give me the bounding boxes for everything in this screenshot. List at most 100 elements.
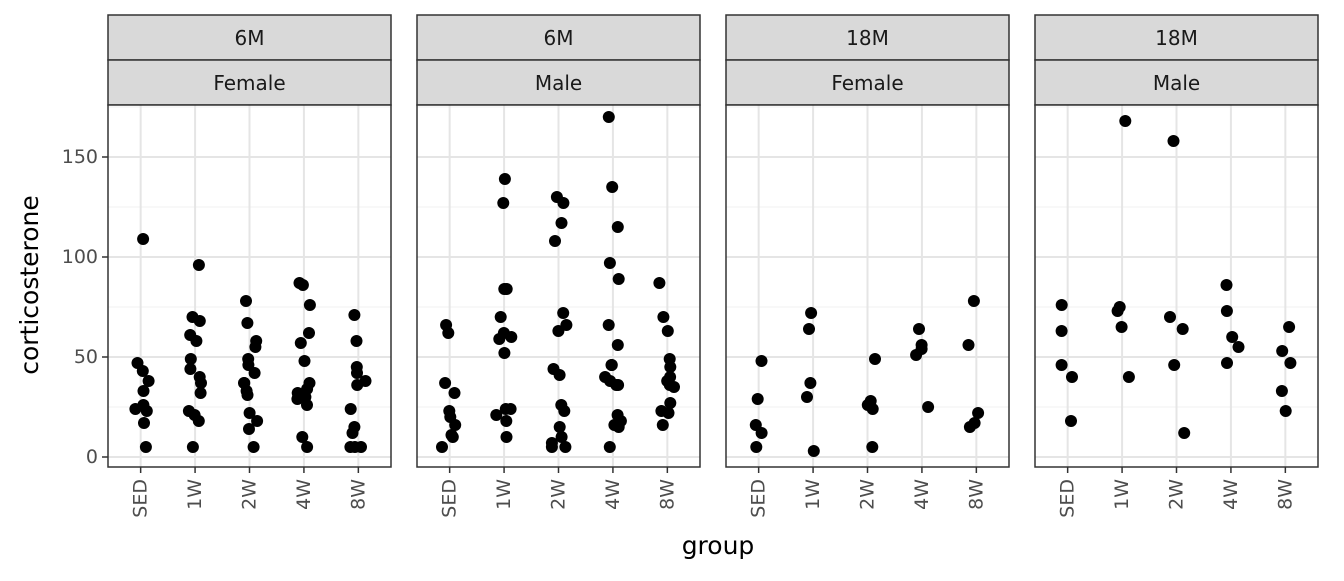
facet-label-age: 6M — [544, 26, 574, 50]
data-point — [603, 257, 616, 269]
x-tick-label: 8W — [1274, 479, 1296, 510]
data-point — [136, 365, 149, 377]
data-point — [668, 381, 680, 393]
data-point — [603, 441, 616, 453]
data-point — [192, 415, 205, 427]
data-point — [1111, 305, 1124, 317]
data-point — [612, 273, 625, 285]
data-point — [249, 341, 262, 353]
facet-label-sex: Male — [535, 71, 582, 95]
y-tick-label: 50 — [74, 346, 98, 368]
data-point — [553, 421, 566, 433]
data-point — [1115, 321, 1128, 333]
x-tick-label: 1W — [802, 479, 824, 510]
facet-strip-sex — [107, 59, 392, 106]
data-point — [497, 197, 510, 209]
data-point — [499, 403, 512, 415]
x-tick-label: SED — [748, 479, 770, 518]
x-tick-label: SED — [1057, 479, 1079, 518]
facet-strip-sex — [416, 59, 701, 106]
x-tick-label: 2W — [1166, 479, 1188, 510]
data-point — [807, 445, 820, 457]
data-point — [498, 347, 511, 359]
data-point — [1226, 331, 1239, 343]
data-point — [611, 339, 624, 351]
facet-label-sex: Female — [213, 71, 285, 95]
x-tick-label: SED — [130, 479, 152, 518]
data-point — [500, 283, 513, 295]
data-point — [605, 359, 618, 371]
data-point — [1220, 305, 1233, 317]
data-point — [963, 421, 976, 433]
data-point — [869, 353, 881, 365]
data-point — [1167, 135, 1180, 147]
x-tick-label: 1W — [184, 479, 206, 510]
x-tick-label: 4W — [293, 479, 315, 510]
data-point — [653, 277, 666, 289]
data-point — [184, 363, 197, 375]
data-point — [493, 333, 506, 345]
facet-strip-age — [1034, 14, 1319, 61]
y-tick-label: 150 — [62, 146, 98, 168]
data-point — [606, 181, 619, 193]
data-point — [612, 421, 625, 433]
data-point — [755, 355, 768, 367]
facet-label-age: 18M — [1155, 26, 1198, 50]
x-tick-label: 8W — [347, 479, 369, 510]
data-point — [294, 337, 307, 349]
data-point — [296, 279, 309, 291]
data-point — [348, 441, 361, 453]
data-point — [555, 217, 568, 229]
x-axis-title: group — [682, 531, 755, 560]
data-point — [193, 315, 206, 327]
data-point — [243, 423, 255, 435]
data-point — [184, 353, 197, 365]
data-point — [750, 441, 763, 453]
data-point — [301, 399, 313, 411]
data-point — [1178, 427, 1191, 439]
data-point — [913, 323, 925, 335]
data-point — [142, 375, 155, 387]
data-point — [1168, 359, 1181, 371]
data-point — [1122, 371, 1135, 383]
facet-strip-age — [107, 14, 392, 61]
x-tick-label: 4W — [602, 479, 624, 510]
data-point — [803, 323, 815, 335]
data-point — [804, 377, 817, 389]
data-point — [195, 377, 207, 389]
data-point — [557, 307, 570, 319]
data-point — [922, 401, 935, 413]
x-tick-label: 1W — [493, 479, 515, 510]
data-point — [448, 387, 461, 399]
data-point — [192, 259, 205, 271]
data-point — [1176, 323, 1189, 335]
data-point — [972, 407, 985, 419]
data-point — [439, 377, 452, 389]
data-point — [801, 391, 813, 403]
data-point — [602, 319, 615, 331]
data-point — [559, 441, 572, 453]
data-point — [498, 173, 511, 185]
data-point — [241, 389, 254, 401]
data-point — [494, 311, 507, 323]
data-point — [241, 317, 254, 329]
x-tick-label: 2W — [857, 479, 879, 510]
data-point — [1275, 385, 1288, 397]
x-tick-label: SED — [439, 479, 461, 518]
data-point — [1055, 325, 1068, 337]
x-tick-label: 4W — [911, 479, 933, 510]
x-tick-label: 1W — [1111, 479, 1133, 510]
data-point — [247, 441, 260, 453]
data-point — [967, 295, 980, 307]
data-point — [346, 427, 359, 439]
data-point — [351, 379, 364, 391]
data-point — [602, 111, 615, 123]
data-point — [557, 197, 570, 209]
data-point — [240, 295, 252, 307]
data-point — [291, 393, 304, 405]
data-point — [129, 403, 142, 415]
data-point — [866, 441, 879, 453]
data-point — [1276, 345, 1289, 357]
y-tick-label: 100 — [62, 246, 98, 268]
data-point — [138, 417, 150, 429]
